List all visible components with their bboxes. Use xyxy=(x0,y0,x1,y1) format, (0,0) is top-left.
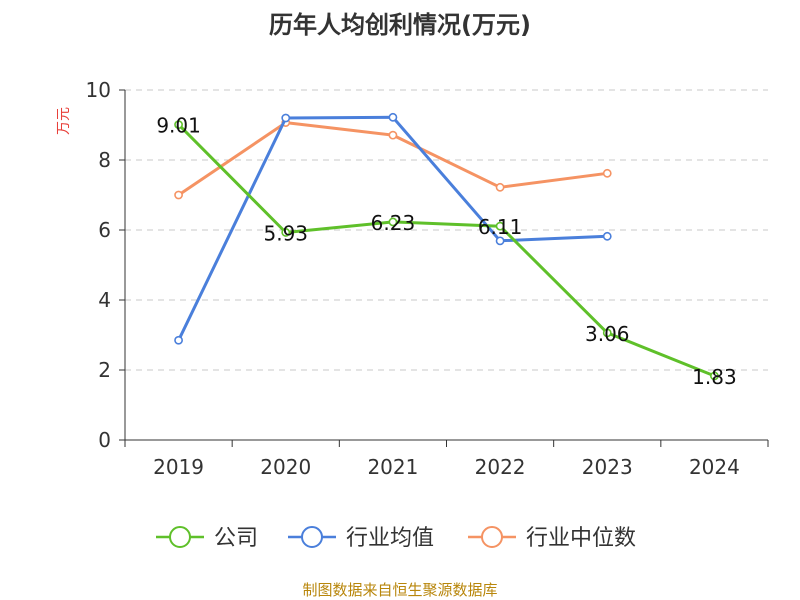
data-label: 6.11 xyxy=(478,215,523,239)
y-tick-label: 6 xyxy=(98,218,111,242)
x-tick-label: 2023 xyxy=(582,455,633,479)
data-point xyxy=(602,328,612,338)
y-tick-label: 0 xyxy=(98,428,111,452)
data-point xyxy=(710,371,719,381)
y-tick-label: 4 xyxy=(98,288,111,312)
chart-title: 历年人均创利情况(万元) xyxy=(269,11,531,39)
legend-label: 行业均值 xyxy=(346,526,434,551)
data-labels: 9.01 5.93 6.23 6.11 3.06 1.83 xyxy=(156,114,736,389)
x-tick-label: 2019 xyxy=(153,455,204,479)
x-tick-label: 2022 xyxy=(475,455,526,479)
legend-marker xyxy=(481,526,503,548)
legend-label: 行业中位数 xyxy=(526,526,636,551)
legend-item: 公司 xyxy=(156,526,258,551)
data-label: 9.01 xyxy=(156,114,201,138)
data-point xyxy=(174,190,183,200)
data-point xyxy=(602,168,612,178)
series-line xyxy=(177,123,715,378)
x-tick-label: 2020 xyxy=(260,455,311,479)
data-point xyxy=(281,113,291,123)
data-point xyxy=(495,182,505,192)
data-point xyxy=(281,228,291,237)
x-tick-label: 2024 xyxy=(689,455,740,479)
legend-marker xyxy=(301,526,323,548)
legend-item: 行业中位数 xyxy=(468,526,636,551)
data-point xyxy=(174,335,183,345)
data-label: 6.23 xyxy=(371,211,416,235)
data-point xyxy=(495,236,505,246)
source-note: 制图数据来自恒生聚源数据库 xyxy=(302,581,497,599)
legend-item: 行业均值 xyxy=(288,526,434,551)
data-point xyxy=(602,231,612,241)
legend: 公司 行业均值 行业中位数 xyxy=(156,526,636,551)
y-axis-label: 万元 xyxy=(56,107,72,135)
grid xyxy=(125,89,768,371)
data-point xyxy=(388,217,398,227)
data-point xyxy=(388,130,398,140)
data-point xyxy=(495,221,505,231)
data-label: 1.83 xyxy=(692,365,737,389)
y-tick-label: 10 xyxy=(86,78,111,102)
legend-marker xyxy=(169,526,191,548)
series-lines xyxy=(174,112,719,381)
y-tick-label: 2 xyxy=(98,358,111,382)
data-point xyxy=(388,112,398,122)
y-tick-label: 8 xyxy=(98,148,111,172)
data-point xyxy=(174,120,183,130)
data-label: 5.93 xyxy=(263,221,308,245)
axes: 0 2 4 6 8 10 2019 2020 2021 2022 2023 2024 xyxy=(86,78,769,479)
x-tick-label: 2021 xyxy=(367,455,418,479)
data-label: 3.06 xyxy=(585,322,630,346)
legend-label: 公司 xyxy=(214,526,258,551)
